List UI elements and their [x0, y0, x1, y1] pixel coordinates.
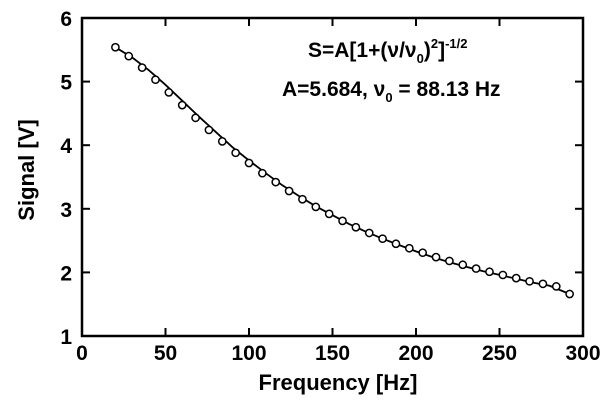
x-tick-label: 0 — [76, 342, 88, 365]
data-point — [191, 113, 200, 123]
data-point — [324, 209, 334, 219]
y-tick-label: 6 — [60, 8, 72, 31]
data-point — [311, 202, 321, 212]
x-tick-label: 150 — [315, 342, 350, 365]
data-point — [525, 276, 534, 286]
data-point — [485, 267, 494, 277]
data-point — [498, 270, 508, 280]
y-tick-label: 5 — [60, 72, 72, 95]
data-point — [378, 234, 387, 244]
data-point — [351, 222, 361, 232]
y-tick-label: 4 — [60, 135, 72, 158]
data-point — [431, 252, 441, 262]
data-point — [258, 168, 267, 178]
data-point — [244, 158, 254, 168]
axis-layer: 0 50 100 150 200 250 300 1 2 3 4 5 6 — [60, 8, 600, 365]
x-axis-label: Frequency [Hz] — [259, 370, 418, 395]
data-point — [551, 282, 561, 291]
data-point — [111, 42, 120, 52]
y-tick-label: 1 — [60, 326, 72, 349]
data-point — [391, 239, 401, 249]
x-tick-label: 50 — [154, 342, 177, 365]
data-point — [231, 148, 240, 158]
data-point — [298, 194, 307, 204]
x-tick-label: 250 — [482, 342, 517, 365]
data-point — [471, 264, 481, 273]
x-tick-label: 100 — [231, 342, 266, 365]
plot-frame — [80, 16, 585, 338]
data-point — [338, 216, 347, 226]
data-point — [284, 186, 294, 196]
data-point — [565, 289, 574, 299]
formula-annotation: S=A[1+(ν/ν0)2]-1/2 — [308, 36, 467, 66]
plot-layer — [111, 42, 574, 299]
data-point — [217, 137, 227, 146]
data-point — [271, 177, 281, 187]
data-point — [177, 100, 187, 110]
data-point — [538, 279, 548, 289]
data-point — [445, 256, 454, 266]
data-point — [364, 228, 374, 238]
x-tick-label: 300 — [565, 342, 600, 365]
data-point — [418, 248, 428, 258]
y-tick-label: 2 — [60, 262, 72, 285]
data-point — [137, 63, 147, 72]
y-tick-label: 3 — [60, 199, 72, 222]
data-point — [511, 273, 521, 283]
data-point — [124, 51, 134, 61]
data-point — [204, 125, 214, 135]
data-point — [164, 88, 174, 97]
data-point — [151, 75, 160, 85]
y-axis-label: Signal [V] — [14, 119, 39, 220]
data-point — [404, 243, 414, 253]
x-tick-label: 200 — [398, 342, 433, 365]
data-point — [458, 260, 468, 270]
parameter-annotation: A=5.684, ν0 = 88.13 Hz — [282, 78, 501, 105]
